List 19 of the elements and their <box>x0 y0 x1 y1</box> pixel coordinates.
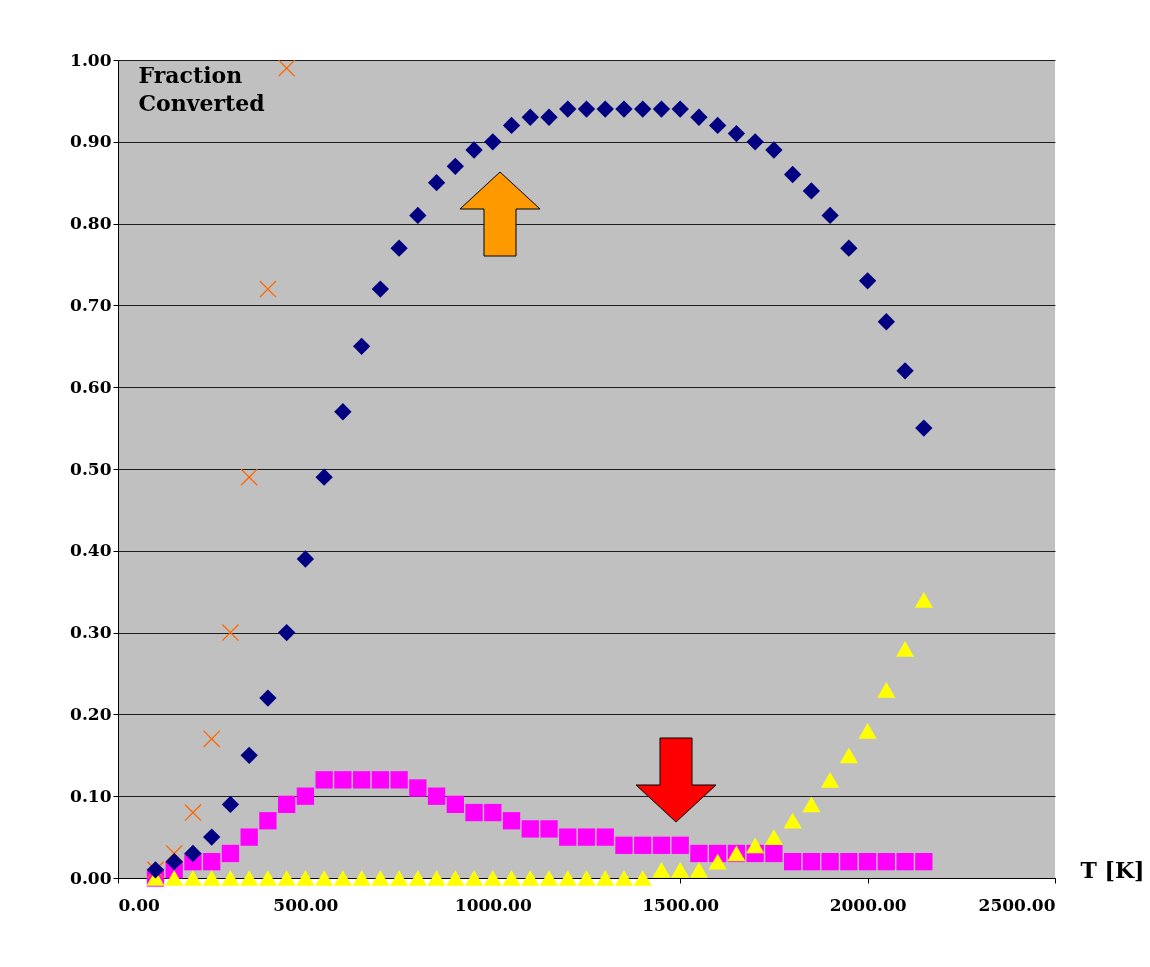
y-tick-label: 0.20 <box>70 703 112 724</box>
x-tick-label: 0.00 <box>118 894 161 915</box>
y-tick-label: 0.90 <box>70 131 112 152</box>
x-tick-label: 1500.00 <box>642 894 720 915</box>
y-tick-label: 0.30 <box>70 622 112 643</box>
y-axis-title: Fraction Converted <box>138 61 265 116</box>
y-tick-label: 0.10 <box>70 785 112 806</box>
y-tick-label: 0.60 <box>70 376 112 397</box>
y-tick-label: 0.00 <box>70 867 112 888</box>
y-tick-label: 0.80 <box>70 213 112 234</box>
x-tick-label: 2000.00 <box>829 894 907 915</box>
x-tick-label: 500.00 <box>273 894 339 915</box>
y-tick-label: 1.00 <box>70 49 112 70</box>
y-tick-label: 0.50 <box>70 458 112 479</box>
x-tick-label: 1000.00 <box>454 894 532 915</box>
y-tick-label: 0.40 <box>70 540 112 561</box>
x-tick-label: 2500.00 <box>978 894 1056 915</box>
y-tick-label: 0.70 <box>70 294 112 315</box>
x-axis-title: T [K] <box>1080 856 1145 883</box>
